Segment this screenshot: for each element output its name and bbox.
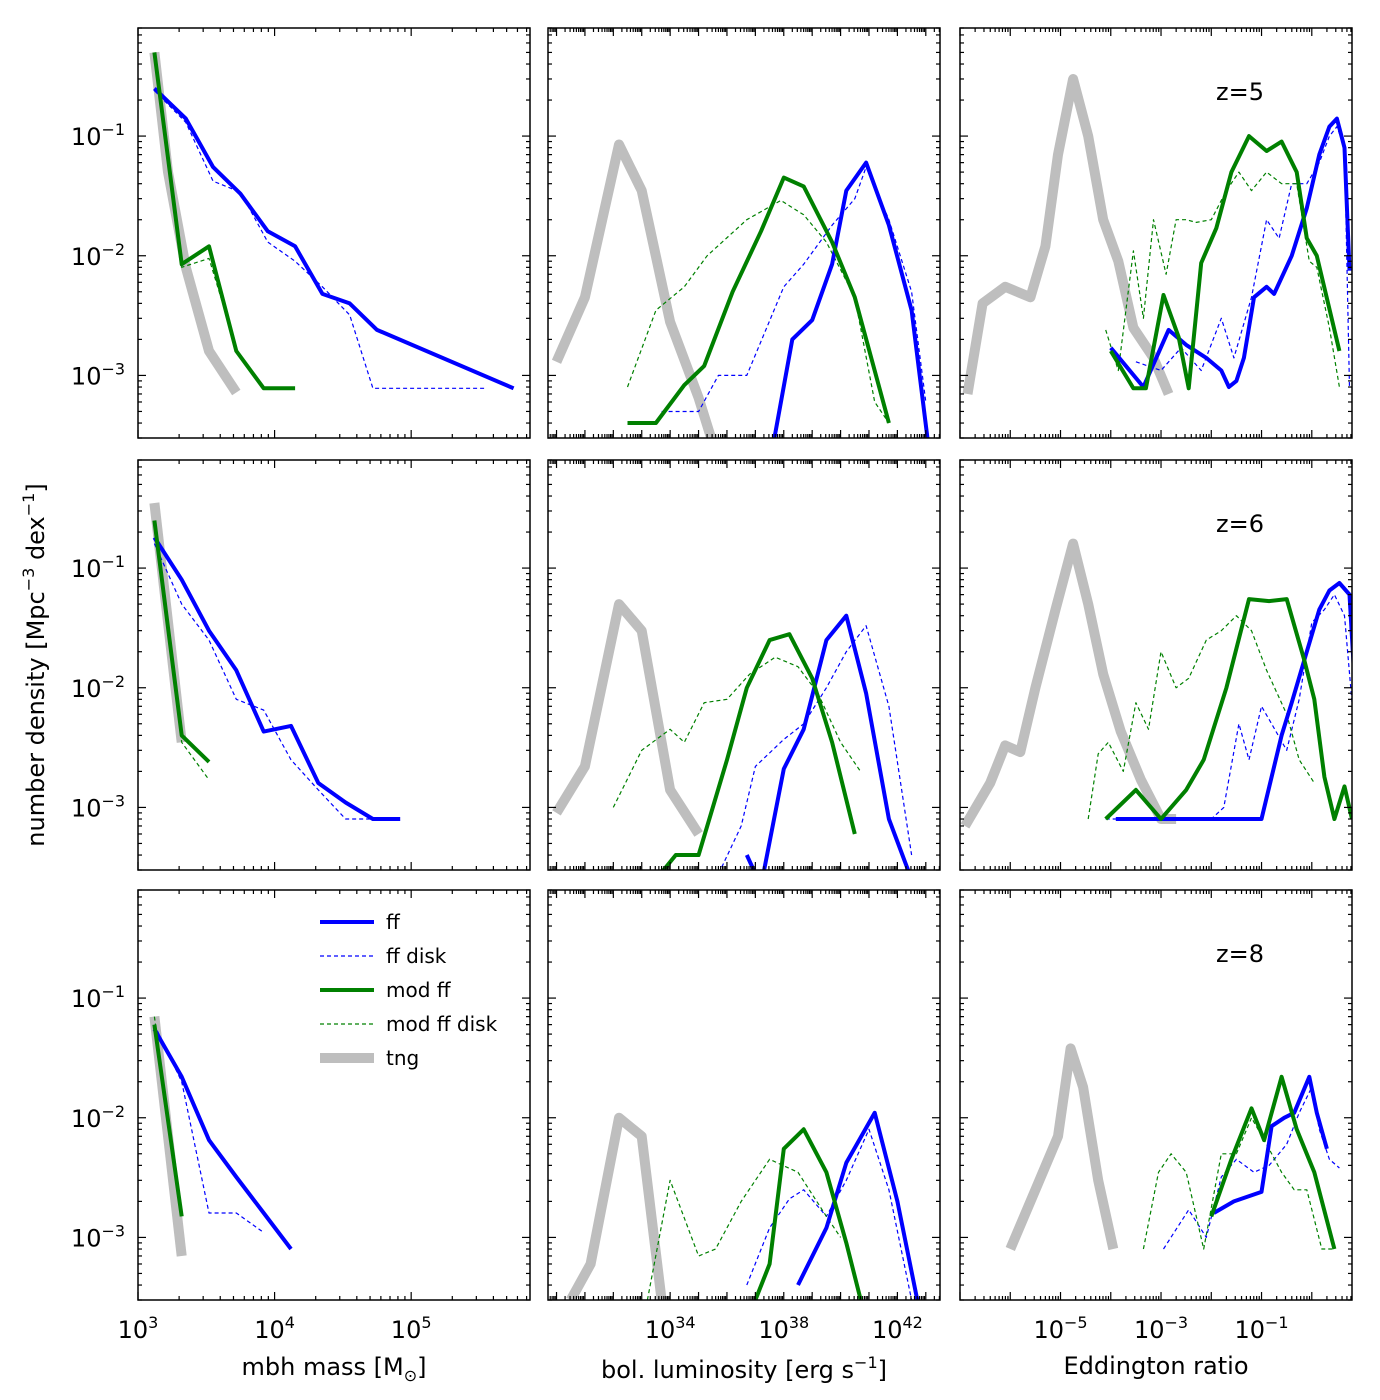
series-group [149,51,515,396]
series-group [551,139,930,438]
legend-label-ff: ff [386,910,401,934]
x-tick-label: 10−5 [1033,1313,1087,1344]
panel-frame [137,27,531,439]
x-tick-label: 104 [254,1313,295,1344]
series-ff-line [153,87,515,391]
panel-frame [137,459,531,871]
panel-r2-c2 [547,459,941,871]
series-ff-disk-line [153,543,373,820]
series-ff-line [744,613,911,870]
x-tick-label: 1034 [645,1313,696,1344]
series-ff-line [152,1028,293,1251]
series-ff-disk-line [719,625,913,870]
y-tick-label: 10−2 [71,1102,125,1133]
y-tick-label: 10−1 [71,120,125,151]
series-mod-ff-disk-line [612,656,861,808]
series-mod-ff-line [1109,134,1342,391]
y-tick-label: 10−1 [71,982,125,1013]
series-mod-ff-disk-line [646,1158,842,1300]
series-mod-ff-line [627,175,891,425]
legend: ff ff disk mod ff mod ff disk tng [320,910,498,1070]
x-axis-title-mass: mbh mass [M⊙] [241,1353,426,1385]
series-mod-ff-line [1209,1074,1337,1250]
panel-r3-c2: 1034 1038 1042 [547,889,941,1344]
series-mod-ff-line [1104,597,1352,821]
x-axis-title-eddington: Eddington ratio [1063,1352,1248,1380]
series-tng-line [962,74,1174,396]
series-mod-ff-line [152,520,211,764]
x-tick-label: 10−3 [1134,1313,1188,1344]
series-group [149,1016,293,1257]
panel-r1-c1: 10−1 10−2 10−3 [71,27,531,439]
x-tick-label: 103 [118,1313,159,1344]
y-axis-title: number density [Mpc−3 dex−1] [19,483,50,846]
series-group [566,1110,920,1300]
legend-label-mod-ff-disk: mod ff disk [386,1012,498,1036]
series-mod-ff-line [753,1127,863,1300]
panel-r1-c3: z=5 [959,27,1353,439]
series-tng-line [566,1112,667,1300]
series-group [1005,1043,1340,1251]
redshift-label: z=5 [1216,78,1264,106]
x-tick-label: 105 [391,1313,432,1344]
series-ff-line [152,536,401,821]
series-group [552,599,913,870]
panel-r2-c1: 10−1 10−2 10−3 [71,459,531,871]
series-tng-line [551,139,717,438]
series-group [149,502,401,821]
x-axis-title-luminosity: bol. luminosity [erg s−1] [601,1353,887,1384]
series-group [960,538,1352,829]
series-ff-line [1109,116,1352,389]
x-tick-label: 10−1 [1234,1313,1288,1344]
series-mod-ff-disk-line [1105,171,1340,388]
panel-r3-c3: 10−5 10−3 10−1 z=8 [959,889,1353,1344]
series-ff-disk-line [1162,1086,1340,1250]
series-mod-ff-line [661,632,857,870]
series-ff-line [772,160,930,438]
legend-label-mod-ff: mod ff [386,978,452,1002]
x-tick-label: 1042 [872,1313,923,1344]
series-mod-ff-line [152,1024,184,1217]
panel-r2-c3: z=6 [959,459,1353,871]
series-mod-ff-disk-line [626,199,890,424]
y-tick-label: 10−1 [71,552,125,583]
y-tick-label: 10−3 [71,359,125,390]
legend-label-tng: tng [386,1046,419,1070]
redshift-label: z=6 [1216,510,1264,538]
panel-frame [547,889,941,1301]
y-tick-label: 10−2 [71,672,125,703]
panel-frame [137,889,531,1301]
series-ff-disk-line [661,166,927,413]
series-ff-disk-line [153,90,487,389]
y-tick-label: 10−2 [71,240,125,271]
series-ff-line [1212,1074,1329,1215]
legend-label-ff-disk: ff disk [386,944,447,968]
panel-r3-c1: 10−1 10−2 10−3 103 104 105 [71,889,531,1344]
x-tick-label: 1038 [758,1313,809,1344]
series-tng-line [552,599,703,837]
series-ff-line [1115,581,1352,821]
series-ff-disk-line [1105,593,1352,820]
panel-frame [547,27,941,439]
redshift-label: z=8 [1216,940,1264,968]
series-mod-ff-disk-line [1142,1117,1335,1250]
series-mod-ff-line [152,52,296,391]
panel-r1-c2 [547,27,941,439]
series-ff-line [796,1110,920,1300]
y-tick-label: 10−3 [71,791,125,822]
series-tng-line [960,538,1177,829]
y-tick-label: 10−3 [71,1221,125,1252]
series-tng-line [1005,1043,1119,1251]
series-group [962,74,1352,396]
series-mod-ff-disk-line [1087,615,1315,820]
